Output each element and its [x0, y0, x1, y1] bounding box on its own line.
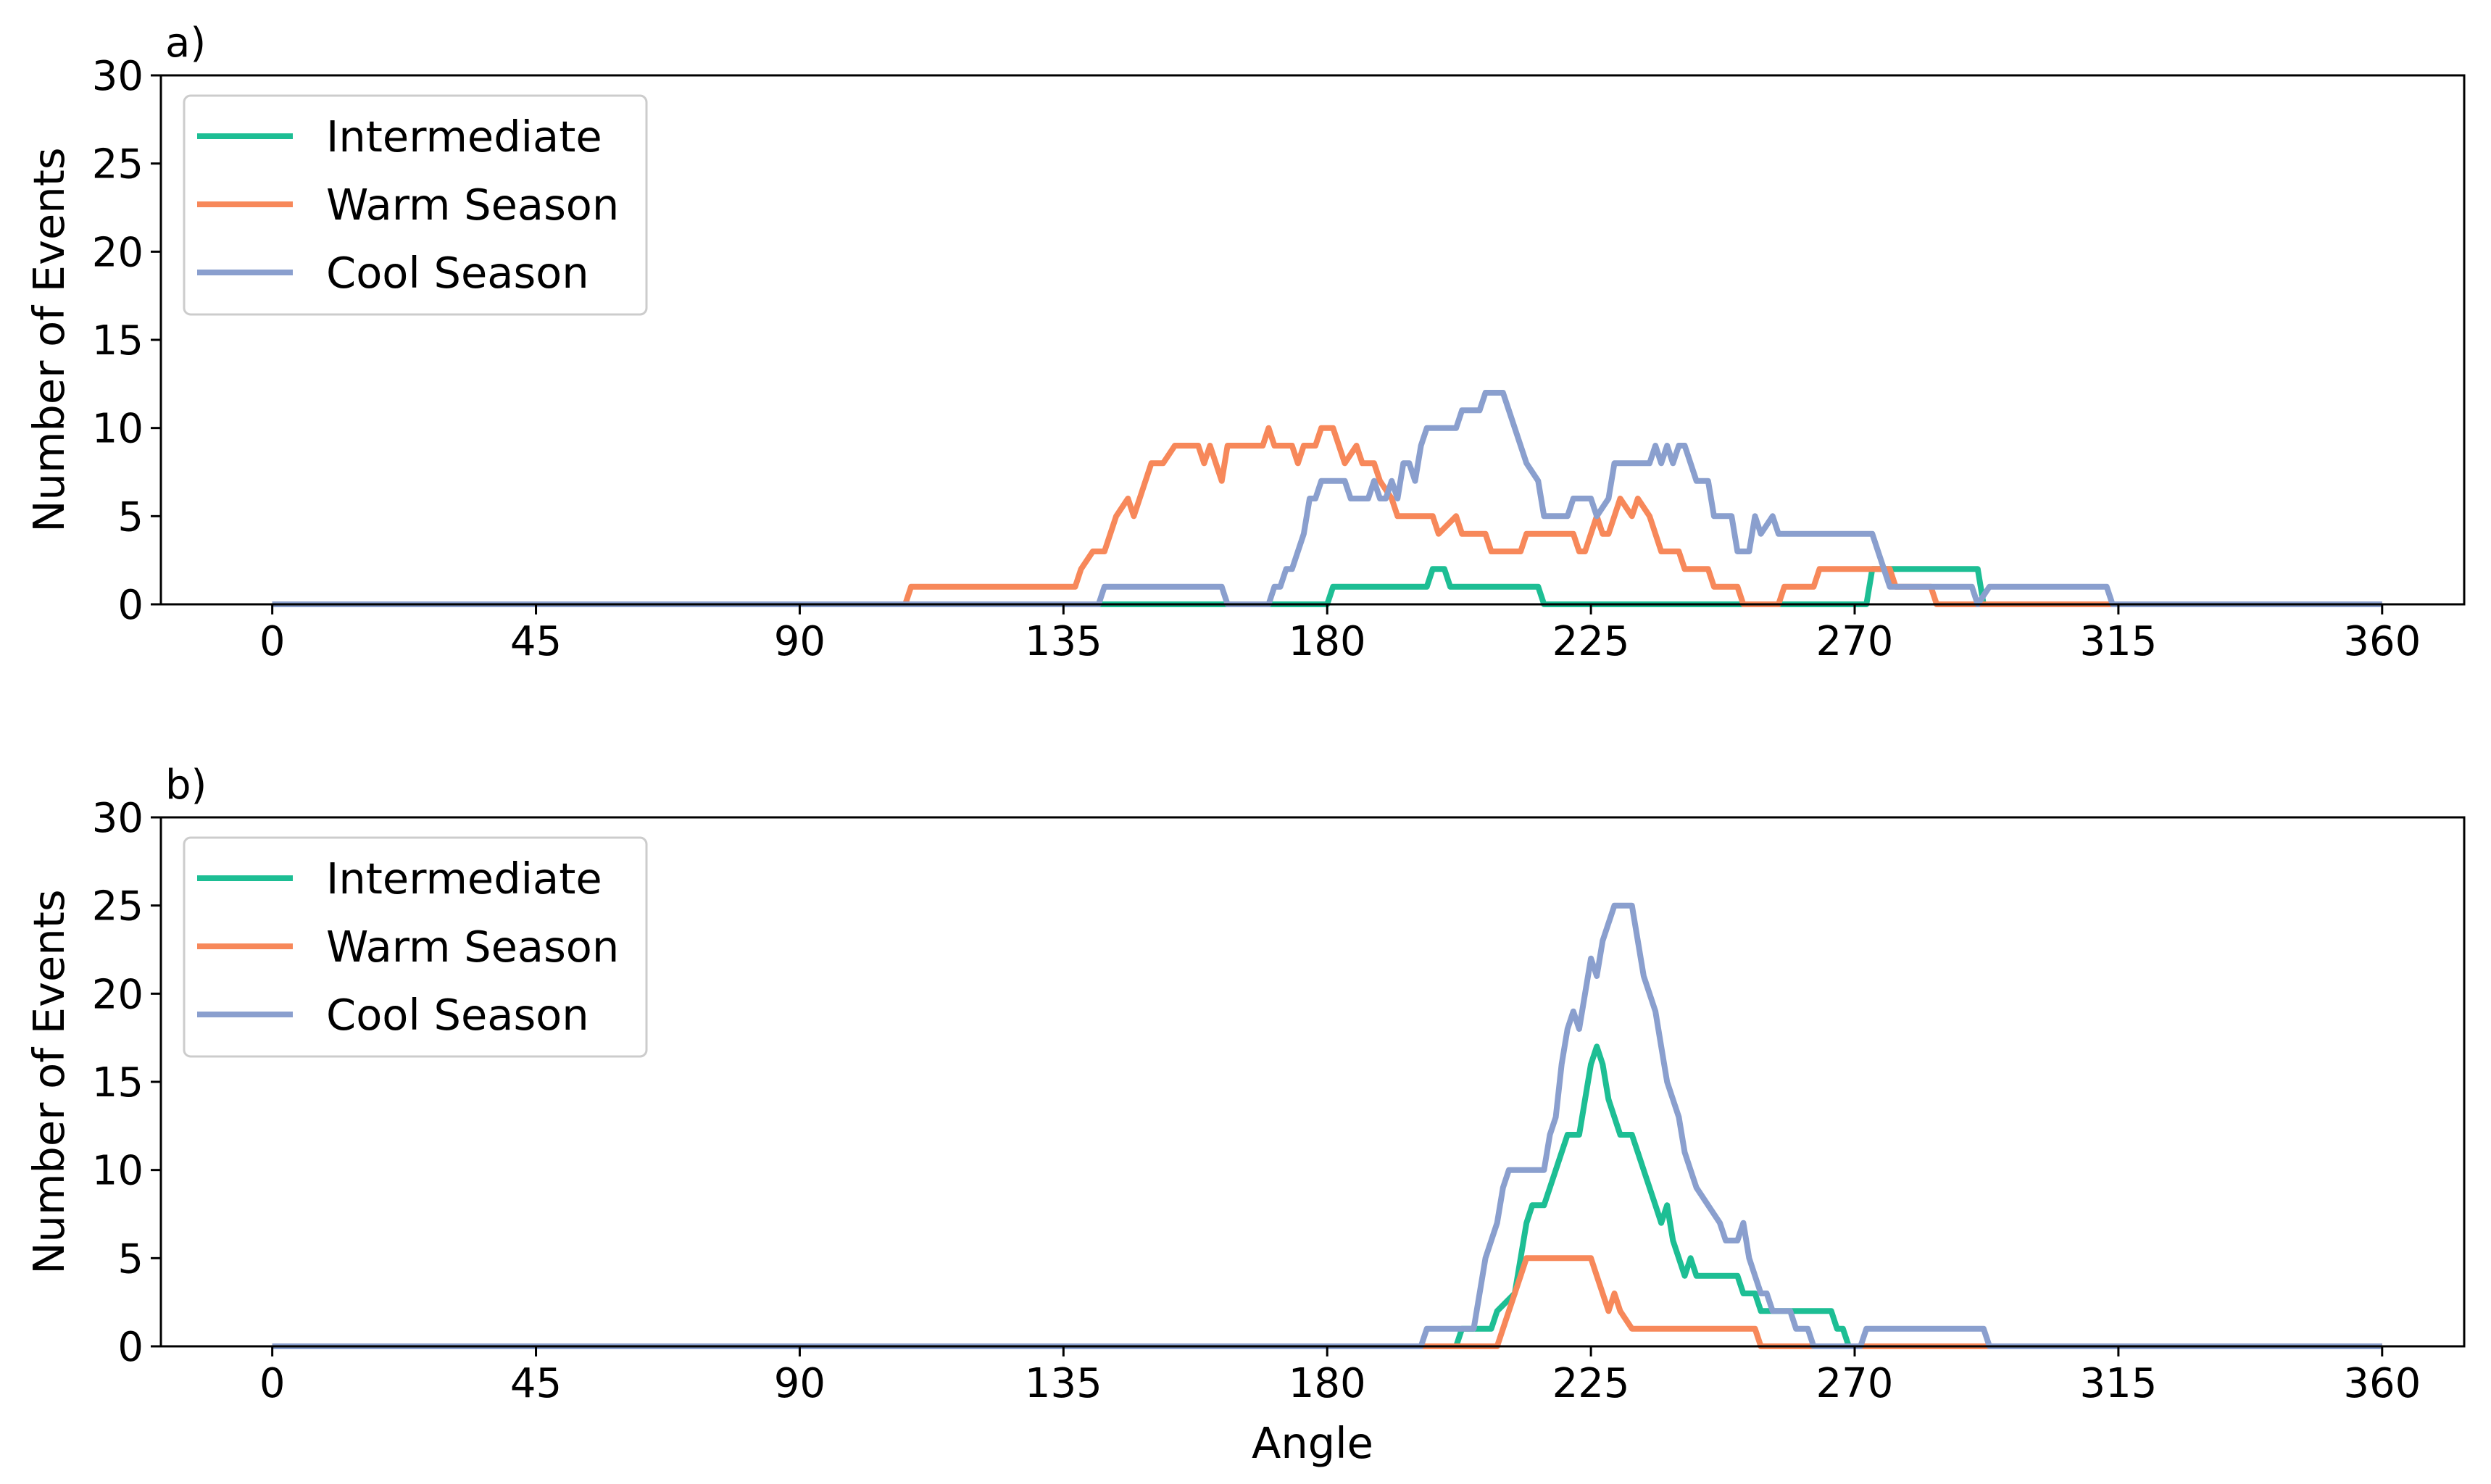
panel-b-ytick-label: 25	[92, 883, 144, 930]
panel-b-ticks: 0 45 90 135 180 225 270 315 360 0 5 10 15 20 25 30	[92, 795, 2421, 1407]
panel-b-xtick-label: 90	[774, 1360, 826, 1407]
panel-b-ytick-label: 0	[117, 1324, 144, 1371]
panel-b-series-cool-season	[272, 902, 2382, 1349]
panel-a-xtick-label: 135	[1025, 618, 1102, 665]
panel-a-label: a)	[165, 20, 206, 67]
panel-b-ytick-label: 15	[92, 1059, 144, 1106]
panel-a-ytick-label: 15	[92, 317, 144, 364]
panel-a-xtick-label: 0	[259, 618, 286, 665]
panel-a-ytick-label: 20	[92, 229, 144, 276]
panel-b-plot-area	[272, 902, 2382, 1349]
panel-b: 0 45 90 135 180 225 270 315 360 0 5 10 15 20 25 30 b) N…	[24, 762, 2466, 1468]
panel-b-series-intermediate	[272, 1043, 2382, 1349]
panel-a-ticks: 0 45 90 135 180 225 270 315 360 0 5 10 15 20 25 30	[92, 53, 2421, 665]
panel-a: 0 45 90 135 180 225 270 315 360 0 5 10 15 20 25 30 a) N…	[24, 20, 2466, 665]
panel-b-xtick-label: 270	[1816, 1360, 1894, 1407]
panel-a-xtick-label: 360	[2343, 618, 2421, 665]
panel-b-xtick-label: 180	[1289, 1360, 1366, 1407]
panel-b-xtick-label: 45	[510, 1360, 562, 1407]
panel-a-xtick-label: 90	[774, 618, 826, 665]
panel-a-legend-label-warm-season: Warm Season	[326, 180, 619, 230]
panel-b-ytick-label: 10	[92, 1148, 144, 1195]
panel-b-ytick-label: 20	[92, 971, 144, 1018]
panel-a-ylabel: Number of Events	[24, 147, 74, 532]
panel-a-legend-box	[183, 94, 648, 316]
panel-a-ytick-label: 25	[92, 141, 144, 188]
panel-a-ytick-label: 5	[117, 493, 144, 541]
panel-a-xtick-label: 225	[1552, 618, 1630, 665]
panel-b-xtick-label: 0	[259, 1360, 286, 1407]
panel-b-ylabel: Number of Events	[24, 889, 74, 1274]
panel-a-legend: Intermediate Warm Season Cool Season	[183, 94, 648, 316]
panel-a-series-cool-season	[272, 390, 2382, 607]
panel-a-series-warm-season	[272, 425, 2382, 607]
panel-b-series-warm-season	[272, 1255, 2382, 1349]
panel-b-xtick-label: 360	[2343, 1360, 2421, 1407]
panel-b-ytick-label: 30	[92, 795, 144, 842]
panel-a-xtick-label: 45	[510, 618, 562, 665]
panel-b-legend-label-cool-season: Cool Season	[326, 990, 589, 1040]
panel-a-legend-label-intermediate: Intermediate	[326, 112, 602, 162]
panel-b-xtick-label: 135	[1025, 1360, 1102, 1407]
panel-b-label: b)	[165, 762, 207, 809]
panel-b-xlabel: Angle	[1252, 1418, 1373, 1468]
panel-a-ytick-label: 0	[117, 582, 144, 629]
panel-a-plot-area	[272, 390, 2382, 607]
panel-a-ytick-label: 30	[92, 53, 144, 100]
panel-a-xtick-label: 315	[2079, 618, 2157, 665]
panel-a-legend-label-cool-season: Cool Season	[326, 248, 589, 298]
panel-a-series-intermediate	[272, 566, 2382, 607]
panel-a-xtick-label: 180	[1289, 618, 1366, 665]
panel-b-legend-label-intermediate: Intermediate	[326, 854, 602, 904]
panel-b-xtick-label: 315	[2079, 1360, 2157, 1407]
panel-b-ytick-label: 5	[117, 1235, 144, 1283]
panel-b-legend-box	[183, 836, 648, 1058]
panel-a-ytick-label: 10	[92, 406, 144, 453]
panel-b-legend-label-warm-season: Warm Season	[326, 922, 619, 972]
panel-b-legend: Intermediate Warm Season Cool Season	[183, 836, 648, 1058]
panel-b-xtick-label: 225	[1552, 1360, 1630, 1407]
panel-a-xtick-label: 270	[1816, 618, 1894, 665]
